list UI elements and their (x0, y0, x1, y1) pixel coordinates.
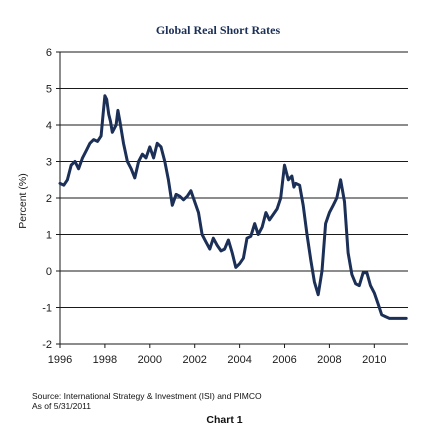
x-tick-labels: 1996 1998 2000 2002 2004 2006 2008 2010 (48, 354, 387, 366)
source-note: Source: International Strategy & Investm… (32, 391, 262, 401)
x-tick-label: 1998 (93, 354, 117, 366)
series (58, 94, 408, 320)
x-tick-label: 1996 (48, 354, 72, 366)
y-tick-label: 6 (46, 47, 52, 59)
x-tick-label: 2006 (272, 354, 296, 366)
gridlines (60, 51, 408, 308)
y-tick-label: -1 (42, 303, 52, 315)
x-tick-label: 2010 (362, 354, 386, 366)
series-line (58, 94, 408, 320)
y-tick-labels: -2 -1 0 1 2 3 4 5 6 (42, 47, 52, 351)
x-tick-label: 2008 (317, 354, 341, 366)
axes (56, 51, 408, 348)
y-tick-label: -2 (42, 339, 52, 351)
x-tick-label: 2004 (227, 354, 251, 366)
y-tick-label: 2 (46, 193, 52, 205)
y-tick-label: 4 (46, 120, 52, 132)
y-axis-label: Percent (%) (17, 173, 29, 228)
y-tick-label: 1 (46, 230, 52, 242)
chart-caption: Chart 1 (206, 414, 243, 426)
y-tick-label: 3 (46, 157, 52, 169)
y-tick-label: 5 (46, 84, 52, 96)
as-of-date: As of 5/31/2011 (32, 401, 91, 411)
chart-title: Global Real Short Rates (156, 23, 281, 37)
y-tick-label: 0 (46, 266, 52, 278)
x-tick-label: 2002 (182, 354, 206, 366)
x-tick-label: 2000 (138, 354, 162, 366)
